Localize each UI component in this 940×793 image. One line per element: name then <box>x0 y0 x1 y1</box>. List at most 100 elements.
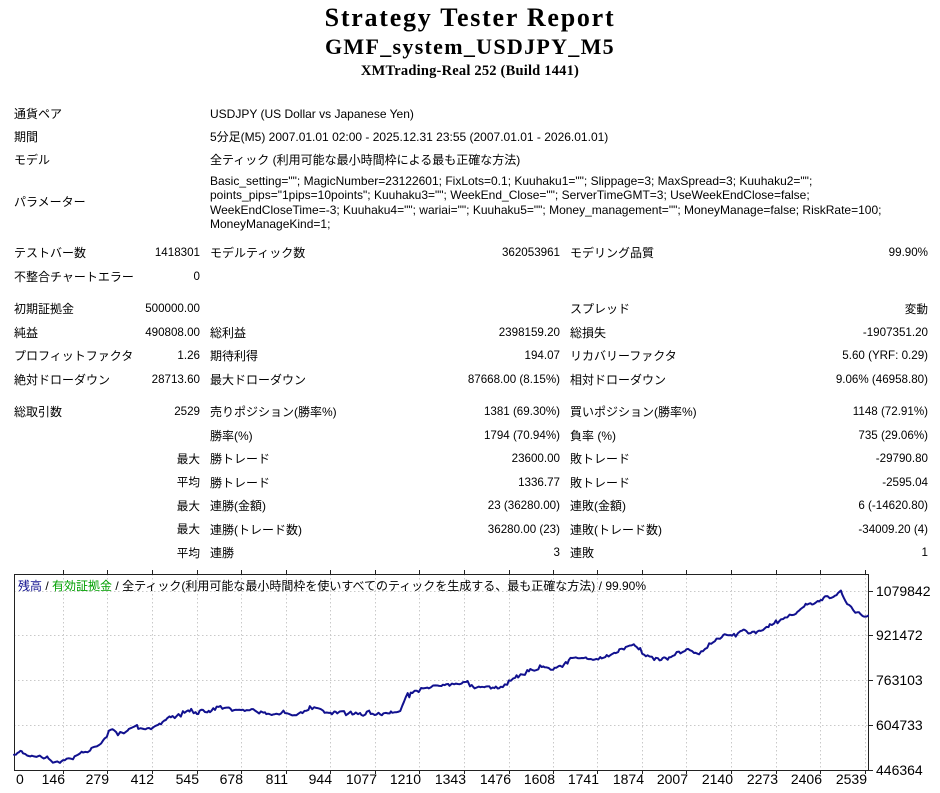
x-axis-label: 2007 <box>656 771 688 787</box>
x-axis-label: 0 <box>16 771 24 787</box>
x-axis-label: 1874 <box>612 771 644 787</box>
stat-value-1: 0 <box>193 269 200 283</box>
stat-label-1: 絶対ドローダウン <box>14 372 111 387</box>
info-row-label: パラメーター <box>14 195 86 209</box>
stat-value-3: -1907351.20 <box>862 325 928 339</box>
stat-row: 不整合チャートエラー 0 <box>0 265 940 289</box>
stat-label-3: 連敗(金額) <box>570 499 626 514</box>
report-expert-name: GMF_system_USDJPY_M5 <box>325 34 615 59</box>
stat-value-1: 490808.00 <box>145 325 200 339</box>
x-axis-label: 545 <box>175 771 199 787</box>
x-axis-label: 2406 <box>790 771 822 787</box>
x-axis-label: 811 <box>265 771 288 787</box>
stat-value-3: 6 (-14620.80) <box>858 499 928 513</box>
x-axis-label: 944 <box>308 771 332 787</box>
stat-label-3: 敗トレード <box>570 475 631 490</box>
stat-value-3: 1 <box>921 546 928 560</box>
x-axis-label: 1077 <box>345 771 377 787</box>
stat-value-1: 28713.60 <box>151 372 200 386</box>
stat-value-1: 1418301 <box>154 246 200 260</box>
legend-separator-1: / <box>42 579 53 593</box>
stat-label-1: 総取引数 <box>14 405 63 420</box>
stat-row: 総取引数 2529 売りポジション(勝率%) 1381 (69.30%) 買いポジション… <box>0 400 940 424</box>
stat-label-2: 連勝(金額) <box>210 499 266 514</box>
x-axis-label: 1608 <box>523 771 555 787</box>
legend-model-label: 全ティック(利用可能な最小時間枠を使いすべてのティックを生成する、最も正確な方法… <box>122 579 596 593</box>
x-axis-label: 1741 <box>567 771 599 787</box>
stat-value-2: 1381 (69.30%) <box>483 405 560 419</box>
x-axis-label: 2140 <box>701 771 733 787</box>
legend-balance-label: 残高 <box>18 579 43 593</box>
info-row-value: 全ティック (利用可能な最小時間枠による最も正確な方法) <box>210 153 521 167</box>
stat-value-1: 平均 <box>176 476 200 490</box>
stat-label-2: モデルティック数 <box>210 246 306 261</box>
stat-value-3: 9.06% (46958.80) <box>835 372 928 386</box>
stat-value-1: 最大 <box>176 499 200 513</box>
x-axis-label: 146 <box>41 771 65 787</box>
stat-label-3: 買いポジション(勝率%) <box>570 405 697 420</box>
report-header: Strategy Tester Report GMF_system_USDJPY… <box>0 2 940 80</box>
info-row-label: モデル <box>14 153 51 167</box>
stat-label-1: 初期証拠金 <box>14 302 75 317</box>
stat-row: テストバー数 1418301 モデルティック数 362053961 モデリング品質 99.… <box>0 241 940 265</box>
legend-equity-label: 有効証拠金 <box>52 579 113 593</box>
legend-quality-value: 99.90% <box>605 579 647 593</box>
info-row: 期間 5分足(M5) 2007.01.01 02:00 - 2025.12.31 … <box>0 125 940 148</box>
stat-value-2: 2398159.20 <box>498 325 560 339</box>
stat-value-3: -34009.20 (4) <box>858 522 928 536</box>
stat-value-3: 1148 (72.91%) <box>852 405 928 419</box>
y-axis-label: 446364 <box>876 762 923 778</box>
stat-label-3: 総損失 <box>570 325 607 340</box>
stat-value-2: 194.07 <box>524 349 560 363</box>
stat-label-2: 勝率(%) <box>210 428 253 443</box>
report-title: Strategy Tester Report <box>324 3 616 32</box>
stat-value-1: 最大 <box>176 523 200 537</box>
x-axis-label: 279 <box>85 771 109 787</box>
balance-line <box>13 589 869 764</box>
stat-value-3: 735 (29.06%) <box>858 428 928 442</box>
legend-separator-2: / <box>112 579 123 593</box>
stat-value-2: 87668.00 (8.15%) <box>467 372 560 386</box>
report-server-build: XMTrading-Real 252 (Build 1441) <box>360 63 580 79</box>
stat-label-3: 連敗 <box>570 546 595 561</box>
stat-value-2: 1336.77 <box>518 475 560 489</box>
stat-row: 純益 490808.00 総利益 2398159.20 総損失 -1907351.20 <box>0 321 940 345</box>
info-row: モデル 全ティック (利用可能な最小時間枠による最も正確な方法) <box>0 148 940 171</box>
stat-value-2: 36280.00 (23) <box>487 522 560 536</box>
stat-label-3: 敗トレード <box>570 452 631 467</box>
stat-value-1: 500000.00 <box>145 302 200 316</box>
stat-row: 最大 連勝(金額) 23 (36280.00) 連敗(金額) 6 (-14620.80) <box>0 494 940 518</box>
y-axis-label: 604733 <box>876 717 923 733</box>
y-axis-label: 763103 <box>876 672 923 688</box>
stat-label-1: テストバー数 <box>14 246 87 261</box>
stat-value-2: 362053961 <box>501 246 560 260</box>
stat-label-2: 勝トレード <box>210 452 271 467</box>
stat-label-2: 連勝 <box>210 546 235 561</box>
stat-value-1: 最大 <box>176 452 200 466</box>
balance-chart: 残高 / 有効証拠金 / 全ティック(利用可能な最小時間枠を使いすべてのティック… <box>0 565 940 793</box>
info-row-value: Basic_setting=""; MagicNumber=23122601; … <box>210 174 882 231</box>
y-axis-label: 1079842 <box>876 583 931 599</box>
x-axis-label: 412 <box>130 771 154 787</box>
legend-separator-3: / <box>595 579 606 593</box>
stat-value-2: 23 (36280.00) <box>487 499 560 513</box>
stat-label-3: 負率 (%) <box>570 428 616 443</box>
balance-chart-canvas <box>13 570 873 774</box>
stat-value-1: 2529 <box>174 405 200 419</box>
stat-label-3: 相対ドローダウン <box>570 372 667 387</box>
stat-label-3: スプレッド <box>570 302 631 317</box>
info-row-label: 期間 <box>14 130 39 144</box>
chart-border <box>14 574 869 771</box>
stat-value-3: -2595.04 <box>882 475 928 489</box>
stat-label-2: 売りポジション(勝率%) <box>210 405 337 420</box>
stat-row: プロフィットファクタ 1.26 期待利得 194.07 リカバリーファクタ 5.60 (Y… <box>0 344 940 368</box>
stat-value-3: -29790.80 <box>875 452 928 466</box>
stat-label-2: 最大ドローダウン <box>210 372 307 387</box>
info-row-value: USDJPY (US Dollar vs Japanese Yen) <box>210 106 414 121</box>
x-axis-label: 2273 <box>746 771 778 787</box>
stat-value-1: 平均 <box>176 546 200 560</box>
stat-label-3: モデリング品質 <box>570 246 655 261</box>
stat-value-3: 5.60 (YRF: 0.29) <box>842 349 928 363</box>
stat-label-1: 純益 <box>14 325 39 340</box>
